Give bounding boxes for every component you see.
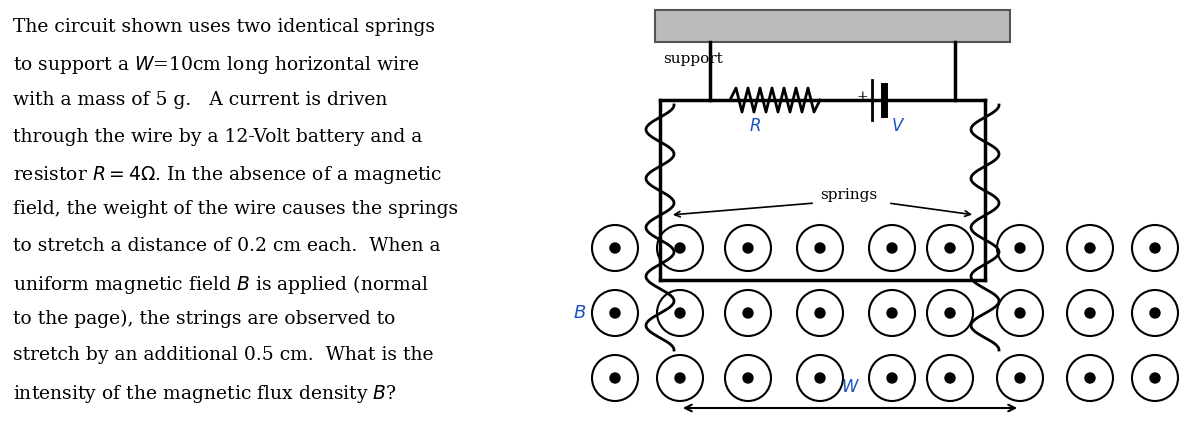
Circle shape [1085, 243, 1096, 253]
Text: uniform magnetic field $B$ is applied (normal: uniform magnetic field $B$ is applied (n… [13, 274, 428, 296]
Text: $V$: $V$ [890, 118, 905, 135]
Text: $W$: $W$ [840, 379, 859, 396]
Circle shape [1085, 373, 1096, 383]
Circle shape [887, 243, 898, 253]
Text: $B$: $B$ [572, 304, 586, 322]
Circle shape [887, 373, 898, 383]
Circle shape [610, 243, 620, 253]
Circle shape [610, 308, 620, 318]
Circle shape [946, 373, 955, 383]
Text: springs: springs [820, 188, 877, 202]
Circle shape [815, 243, 826, 253]
Text: stretch by an additional 0.5 cm.  What is the: stretch by an additional 0.5 cm. What is… [13, 347, 433, 364]
Circle shape [674, 373, 685, 383]
Circle shape [815, 373, 826, 383]
Circle shape [674, 308, 685, 318]
Text: The circuit shown uses two identical springs: The circuit shown uses two identical spr… [13, 18, 436, 36]
Circle shape [743, 373, 754, 383]
Text: intensity of the magnetic flux density $B$?: intensity of the magnetic flux density $… [13, 383, 397, 405]
Circle shape [1015, 243, 1025, 253]
Circle shape [1150, 243, 1160, 253]
Circle shape [946, 243, 955, 253]
Circle shape [1015, 308, 1025, 318]
Text: to the page), the strings are observed to: to the page), the strings are observed t… [13, 310, 395, 328]
Circle shape [743, 243, 754, 253]
Circle shape [1015, 373, 1025, 383]
Circle shape [743, 308, 754, 318]
Text: through the wire by a 12-Volt battery and a: through the wire by a 12-Volt battery an… [13, 128, 422, 146]
Text: to stretch a distance of 0.2 cm each.  When a: to stretch a distance of 0.2 cm each. Wh… [13, 237, 440, 255]
Text: field, the weight of the wire causes the springs: field, the weight of the wire causes the… [13, 201, 458, 218]
Circle shape [1150, 308, 1160, 318]
Circle shape [1085, 308, 1096, 318]
Circle shape [674, 243, 685, 253]
Text: to support a $W$=10cm long horizontal wire: to support a $W$=10cm long horizontal wi… [13, 55, 419, 76]
Circle shape [887, 308, 898, 318]
Circle shape [610, 373, 620, 383]
Circle shape [815, 308, 826, 318]
Text: $R$: $R$ [749, 118, 761, 135]
Text: support: support [662, 52, 722, 66]
Circle shape [1150, 373, 1160, 383]
Text: with a mass of 5 g.   A current is driven: with a mass of 5 g. A current is driven [13, 91, 388, 109]
Bar [655, 10, 1010, 42]
Circle shape [946, 308, 955, 318]
Text: resistor $R = 4\Omega$. In the absence of a magnetic: resistor $R = 4\Omega$. In the absence o… [13, 164, 443, 186]
Text: +: + [856, 90, 868, 104]
